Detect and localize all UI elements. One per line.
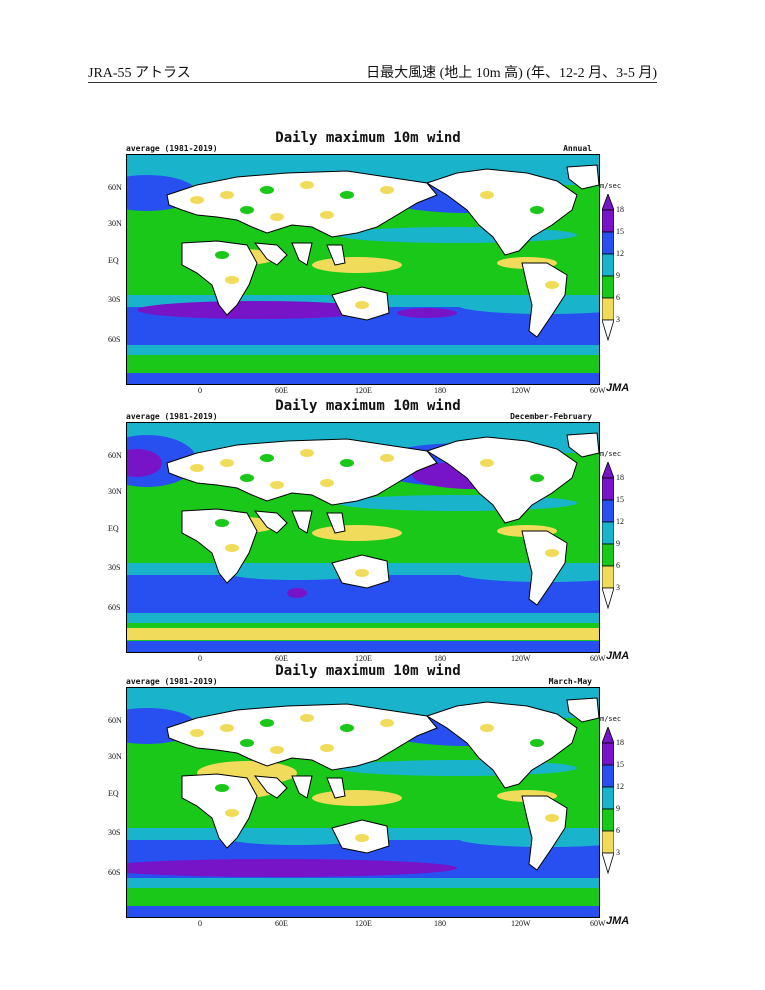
latitude-label: 60S (108, 603, 121, 612)
latitude-label: 60S (108, 335, 121, 344)
header-rule (88, 82, 657, 83)
agency-logo: JMA (606, 915, 630, 927)
colorbar-level-label: 18 (616, 205, 624, 214)
longitude-label: 0 (198, 919, 202, 928)
latitude-label: 60N (108, 451, 122, 460)
longitude-label: 120W (511, 919, 531, 928)
season-label: Annual (563, 144, 592, 153)
colorbar-level-label: 6 (616, 826, 620, 835)
longitude-label: 120E (355, 386, 372, 395)
agency-logo: JMA (606, 382, 630, 394)
colorbar (602, 727, 614, 875)
latitude-label: 60N (108, 716, 122, 725)
average-period-label: average (1981-2019) (126, 412, 218, 421)
colorbar-unit: m/sec (600, 715, 622, 723)
longitude-label: 60E (275, 919, 288, 928)
wind-speed-map-graphic (127, 688, 599, 917)
colorbar-level-label: 15 (616, 760, 624, 769)
wind-speed-map-graphic (127, 155, 599, 384)
colorbar (602, 194, 614, 342)
latitude-label: 60S (108, 868, 121, 877)
longitude-label: 180 (434, 919, 446, 928)
longitude-label: 180 (434, 386, 446, 395)
colorbar-level-label: 12 (616, 517, 624, 526)
longitude-label: 120W (511, 654, 531, 663)
colorbar-level-label: 15 (616, 495, 624, 504)
average-period-label: average (1981-2019) (126, 144, 218, 153)
panel-title: Daily maximum 10m wind (275, 663, 461, 679)
longitude-label: 0 (198, 654, 202, 663)
colorbar-level-label: 15 (616, 227, 624, 236)
colorbar-level-label: 9 (616, 539, 620, 548)
colorbar-level-label: 12 (616, 249, 624, 258)
atlas-title: JRA-55 アトラス (88, 66, 191, 81)
season-label: December-February (510, 412, 592, 421)
longitude-label: 120W (511, 386, 531, 395)
colorbar-level-label: 9 (616, 804, 620, 813)
map-panel: Daily maximum 10m wind average (1981-2019… (88, 130, 648, 395)
colorbar-level-label: 18 (616, 473, 624, 482)
latitude-label: 30N (108, 219, 122, 228)
latitude-label: 60N (108, 183, 122, 192)
longitude-label: 60W (590, 386, 606, 395)
map-panel: Daily maximum 10m wind average (1981-2019… (88, 398, 648, 663)
colorbar-level-label: 3 (616, 583, 620, 592)
latitude-label: 30S (108, 828, 121, 837)
longitude-label: 60W (590, 654, 606, 663)
colorbar-unit: m/sec (600, 450, 622, 458)
longitude-label: 0 (198, 386, 202, 395)
longitude-label: 180 (434, 654, 446, 663)
colorbar-level-label: 18 (616, 738, 624, 747)
latitude-label: EQ (108, 256, 119, 265)
colorbar-level-label: 6 (616, 293, 620, 302)
colorbar-level-label: 9 (616, 271, 620, 280)
latitude-label: EQ (108, 789, 119, 798)
page-subject: 日最大風速 (地上 10m 高) (年、12-2 月、3-5 月) (366, 66, 657, 81)
colorbar-level-label: 3 (616, 848, 620, 857)
panel-title: Daily maximum 10m wind (275, 130, 461, 146)
wind-map (126, 422, 600, 653)
latitude-label: 30S (108, 563, 121, 572)
panel-title: Daily maximum 10m wind (275, 398, 461, 414)
latitude-label: 30S (108, 295, 121, 304)
agency-logo: JMA (606, 650, 630, 662)
average-period-label: average (1981-2019) (126, 677, 218, 686)
longitude-label: 120E (355, 654, 372, 663)
colorbar-level-label: 12 (616, 782, 624, 791)
colorbar-level-label: 3 (616, 315, 620, 324)
colorbar (602, 462, 614, 610)
longitude-label: 60E (275, 654, 288, 663)
latitude-label: 30N (108, 752, 122, 761)
wind-map (126, 687, 600, 918)
latitude-label: EQ (108, 524, 119, 533)
longitude-label: 60W (590, 919, 606, 928)
wind-map (126, 154, 600, 385)
longitude-label: 60E (275, 386, 288, 395)
season-label: March-May (548, 677, 592, 686)
colorbar-unit: m/sec (600, 182, 622, 190)
colorbar-level-label: 6 (616, 561, 620, 570)
wind-speed-map-graphic (127, 423, 599, 652)
map-panel: Daily maximum 10m wind average (1981-2019… (88, 663, 648, 928)
latitude-label: 30N (108, 487, 122, 496)
longitude-label: 120E (355, 919, 372, 928)
